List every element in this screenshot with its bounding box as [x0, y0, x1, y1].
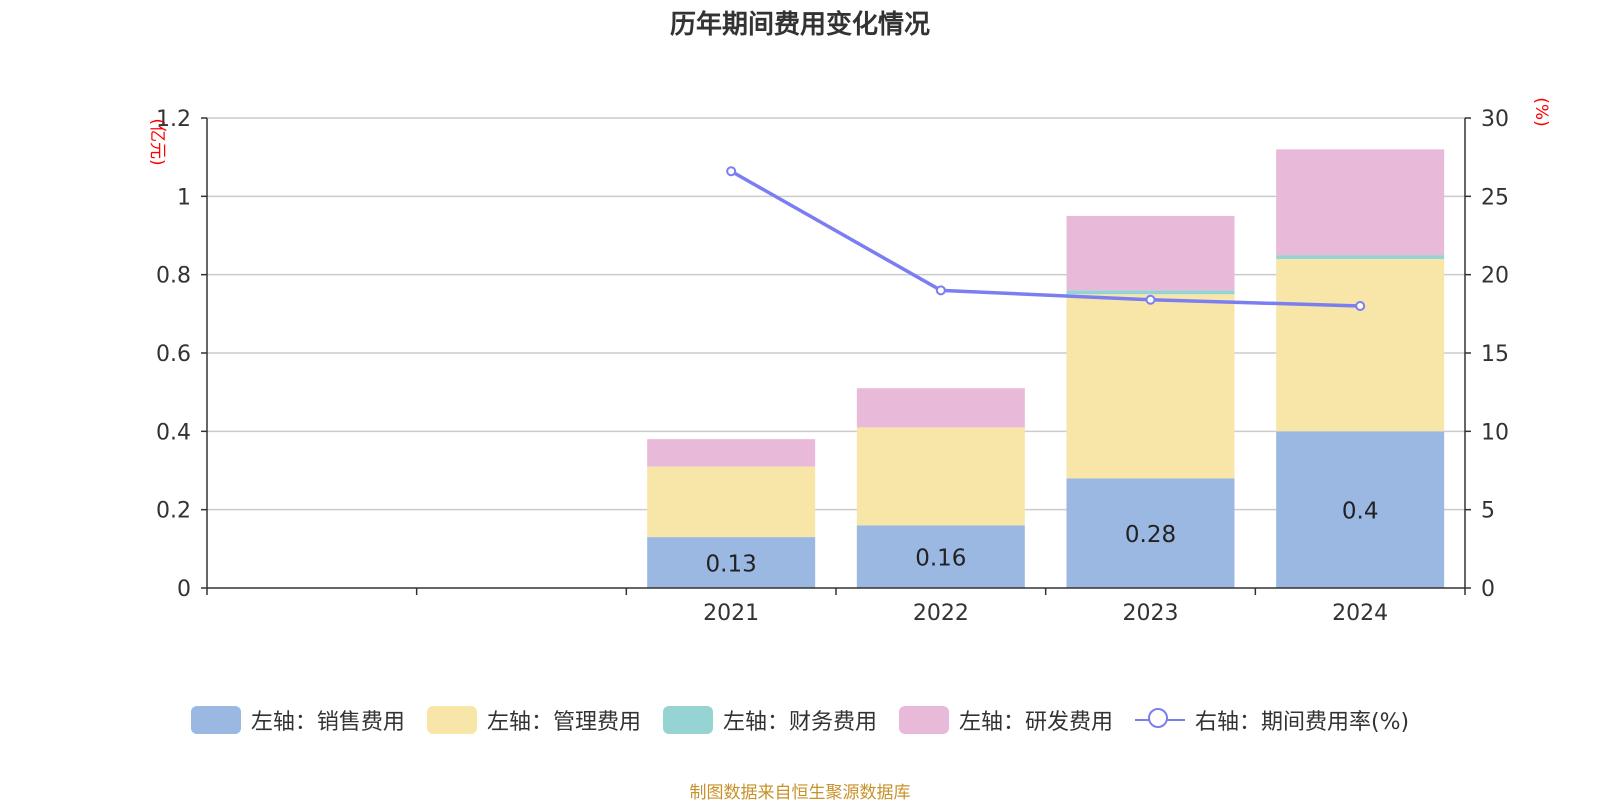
rate-line: [730, 169, 1361, 308]
bar-data-label: 0.16: [915, 546, 966, 572]
rate-point: [1145, 294, 1156, 305]
bar-finance: [1276, 255, 1445, 259]
bar-admin: [1276, 259, 1445, 432]
bar-sales: [856, 525, 1025, 588]
left-axis-tick-label: 0.8: [156, 264, 191, 289]
left-axis-tick-label: 0.2: [156, 499, 191, 524]
legend-item[interactable]: 右轴：期间费用率(%): [1134, 704, 1410, 736]
right-axis-unit: (%): [1531, 97, 1551, 126]
left-axis-tick-label: 0: [177, 577, 191, 602]
right-axis-tick-label: 25: [1481, 185, 1509, 210]
bar-admin: [856, 427, 1025, 526]
left-axis-tick-label: 0.4: [156, 420, 191, 445]
right-axis-tick-label: 10: [1481, 420, 1509, 445]
legend-swatch: [898, 706, 949, 734]
bar-sales: [1066, 478, 1235, 588]
bar-rd: [1276, 149, 1445, 256]
x-axis-tick-label: 2022: [913, 601, 969, 626]
chart-title: 历年期间费用变化情况: [669, 10, 930, 40]
legend-label: 右轴：期间费用率(%): [1194, 710, 1410, 735]
rate-point: [726, 166, 737, 177]
right-axis-tick-label: 0: [1481, 577, 1495, 602]
left-axis-tick-label: 0.6: [156, 342, 191, 367]
right-axis-tick-label: 5: [1481, 499, 1495, 524]
legend-label: 左轴：管理费用: [486, 710, 641, 735]
x-axis-tick-label: 2023: [1123, 601, 1179, 626]
bar-admin: [647, 466, 816, 538]
right-axis-tick-label: 15: [1481, 342, 1509, 367]
bar-rd: [856, 388, 1025, 428]
bar-finance: [1066, 290, 1235, 295]
left-axis-tick-label: 1.2: [156, 107, 191, 132]
legend-label: 左轴：研发费用: [958, 710, 1113, 735]
legend-label: 左轴：销售费用: [250, 710, 405, 735]
bar-sales: [1276, 431, 1445, 588]
legend-line-marker-icon: [1134, 706, 1185, 734]
chart-legend: 左轴：销售费用 左轴：管理费用 左轴：财务费用 左轴：研发费用 右轴：期间费用率(%): [0, 704, 1600, 736]
legend-label: 左轴：财务费用: [722, 710, 877, 735]
bar-admin: [1066, 294, 1235, 479]
bar-data-label: 0.4: [1342, 499, 1379, 525]
rate-point: [935, 285, 946, 296]
x-axis-tick-label: 2024: [1332, 601, 1388, 626]
bar-rd: [647, 439, 816, 467]
legend-swatch: [190, 706, 241, 734]
bar-data-label: 0.13: [706, 552, 757, 578]
legend-item[interactable]: 左轴：研发费用: [898, 704, 1113, 736]
legend-item[interactable]: 左轴：管理费用: [426, 704, 641, 736]
data-source-note: 制图数据来自恒生聚源数据库: [689, 783, 911, 803]
rate-point: [1355, 301, 1366, 311]
bar-rd: [1066, 215, 1235, 291]
bar-data-label: 0.28: [1125, 522, 1176, 548]
bar-sales: [647, 537, 816, 588]
legend-swatch: [662, 706, 713, 734]
x-axis-tick-label: 2021: [703, 601, 759, 626]
left-axis-unit: (亿元): [147, 118, 167, 165]
legend-item[interactable]: 左轴：财务费用: [662, 704, 877, 736]
legend-swatch: [426, 706, 477, 734]
left-axis-tick-label: 1: [177, 185, 191, 210]
chart-canvas: 0 0.2 0.4 0.6 0.8 1 1.2 0 5 10 15 20 25 30 (亿元) (%) 0.13…: [147, 97, 1551, 626]
right-axis-tick-label: 30: [1481, 107, 1509, 132]
right-axis-tick-label: 20: [1481, 264, 1509, 289]
legend-item[interactable]: 左轴：销售费用: [190, 704, 405, 736]
